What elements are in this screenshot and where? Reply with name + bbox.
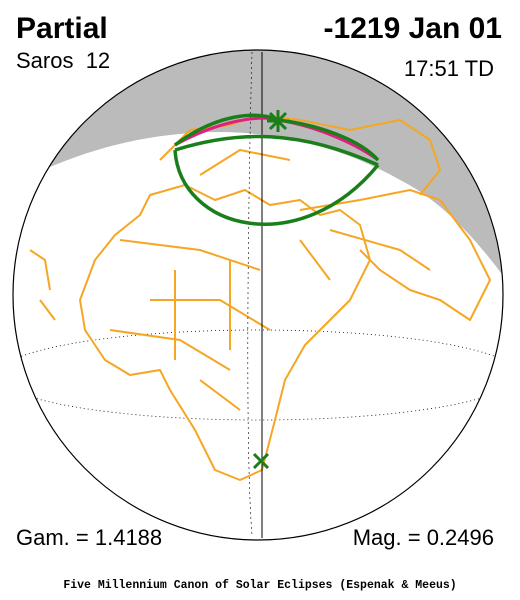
- eclipse-time: 17:51 TD: [404, 56, 494, 81]
- greatest-eclipse-marker: [267, 110, 289, 132]
- gamma: Gam. = 1.4188: [16, 525, 162, 550]
- globe-outline: [12, 49, 504, 541]
- eclipse-type: Partial: [16, 12, 108, 45]
- borders: [109, 239, 271, 411]
- africa-eurasia-outline: [79, 184, 371, 481]
- credit: Five Millennium Canon of Solar Eclipses …: [63, 579, 456, 592]
- americas-fragment: [29, 249, 56, 321]
- magnitude: Mag. = 0.2496: [353, 525, 494, 550]
- subsolar-marker: [252, 452, 270, 470]
- asia-outline: [299, 189, 491, 321]
- saros: Saros 12: [16, 48, 110, 73]
- eclipse-date: -1219 Jan 01: [324, 12, 502, 45]
